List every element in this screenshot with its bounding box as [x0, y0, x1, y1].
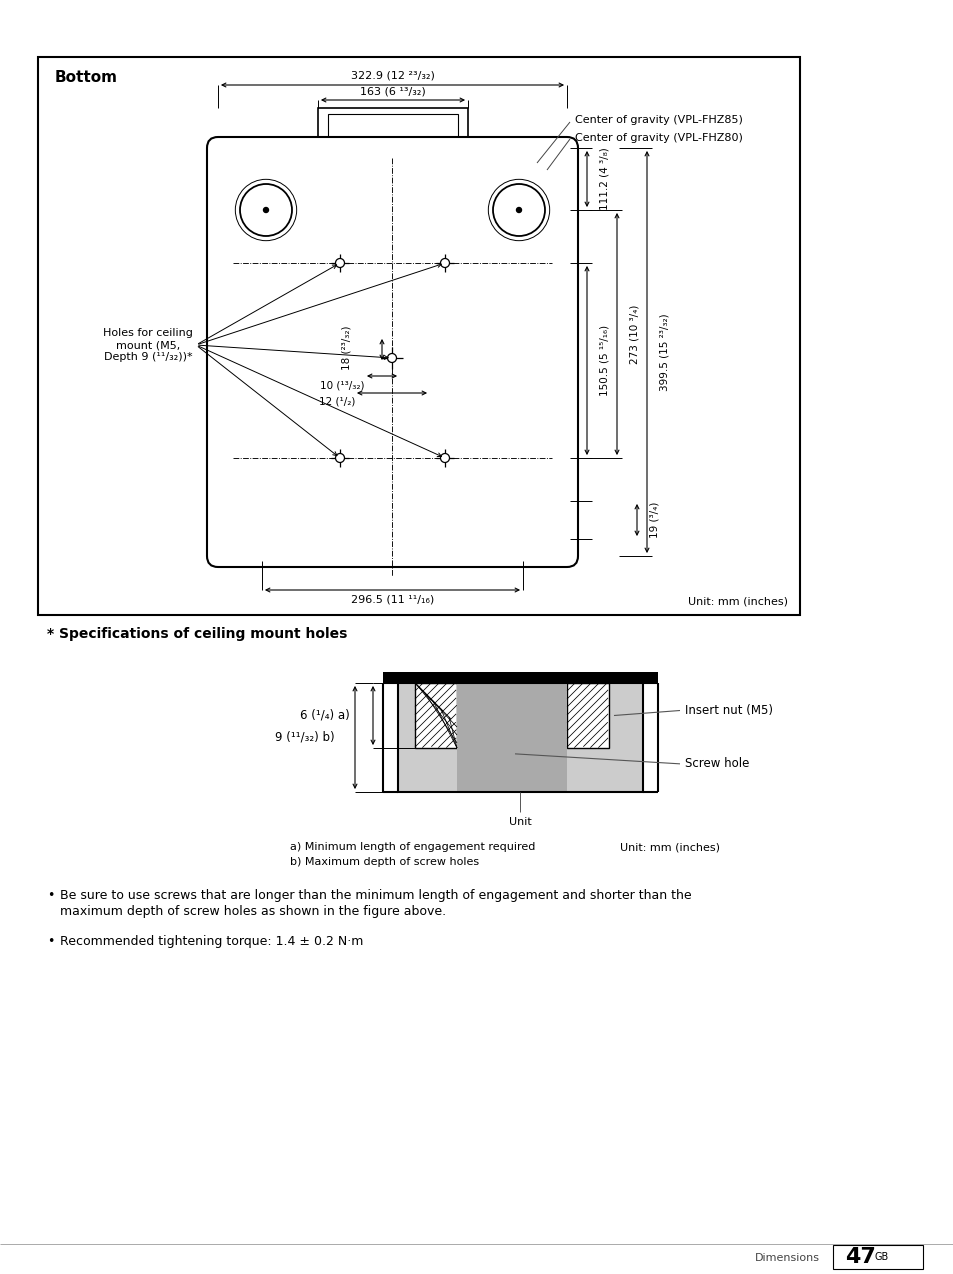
Circle shape: [440, 259, 449, 268]
Bar: [328, 113, 457, 141]
Circle shape: [240, 183, 292, 236]
Text: Be sure to use screws that are longer than the minimum length of engagement and : Be sure to use screws that are longer th…: [60, 888, 691, 902]
Text: 19 (³/₄): 19 (³/₄): [649, 502, 659, 538]
Text: GB: GB: [874, 1252, 888, 1263]
Bar: [210, 334, 224, 369]
Text: 9 (¹¹/₃₂) b): 9 (¹¹/₃₂) b): [274, 731, 335, 744]
Circle shape: [335, 259, 344, 268]
Text: 296.5 (11 ¹¹/₁₆): 296.5 (11 ¹¹/₁₆): [351, 595, 434, 605]
Text: b) Maximum depth of screw holes: b) Maximum depth of screw holes: [290, 857, 478, 868]
Circle shape: [493, 183, 544, 236]
Text: Bottom: Bottom: [55, 70, 118, 85]
Text: Dimensions: Dimensions: [754, 1254, 820, 1263]
Text: Screw hole: Screw hole: [684, 757, 749, 771]
Text: Recommended tightening torque: 1.4 ± 0.2 N·m: Recommended tightening torque: 1.4 ± 0.2…: [60, 935, 363, 948]
Text: 111.2 (4 ³/₈): 111.2 (4 ³/₈): [599, 148, 609, 210]
Text: a) Minimum length of engagement required: a) Minimum length of engagement required: [290, 842, 535, 852]
Text: Holes for ceiling
mount (M5,
Depth 9 (¹¹/₃₂))*: Holes for ceiling mount (M5, Depth 9 (¹¹…: [103, 329, 193, 362]
Text: Insert nut (M5): Insert nut (M5): [684, 705, 772, 717]
Bar: [397, 683, 642, 792]
Bar: [832, 1245, 923, 1269]
FancyBboxPatch shape: [207, 138, 578, 567]
Text: 18 (²³/₃₂): 18 (²³/₃₂): [341, 326, 352, 371]
Text: 47: 47: [844, 1247, 875, 1268]
Bar: [397, 683, 642, 792]
Text: 10 (¹³/₃₂): 10 (¹³/₃₂): [319, 381, 364, 391]
Text: 163 (6 ¹³/₃₂): 163 (6 ¹³/₃₂): [359, 87, 425, 96]
Text: 150.5 (5 ¹⁵/₁₆): 150.5 (5 ¹⁵/₁₆): [599, 325, 609, 396]
Text: * Specifications of ceiling mount holes: * Specifications of ceiling mount holes: [47, 627, 347, 641]
Circle shape: [263, 208, 268, 213]
Circle shape: [516, 208, 521, 213]
Circle shape: [335, 454, 344, 462]
Circle shape: [387, 353, 396, 363]
Text: 12 (¹/₂): 12 (¹/₂): [318, 397, 355, 406]
Text: 322.9 (12 ²³/₃₂): 322.9 (12 ²³/₃₂): [350, 71, 434, 82]
Bar: [382, 671, 658, 683]
Bar: [566, 683, 608, 748]
Bar: [262, 501, 522, 539]
Bar: [38, 57, 800, 615]
Text: Unit: mm (inches): Unit: mm (inches): [619, 842, 720, 852]
Circle shape: [440, 454, 449, 462]
Text: Unit: Unit: [508, 817, 531, 827]
Text: •: •: [47, 935, 54, 948]
Text: 6 (¹/₄) a): 6 (¹/₄) a): [300, 710, 350, 722]
Text: 399.5 (15 ²³/₃₂): 399.5 (15 ²³/₃₂): [659, 313, 669, 391]
Text: Center of gravity (VPL-FHZ85): Center of gravity (VPL-FHZ85): [575, 115, 742, 125]
Text: •: •: [47, 888, 54, 902]
Circle shape: [488, 180, 549, 241]
Text: 273 (10 ³/₄): 273 (10 ³/₄): [629, 304, 639, 363]
Circle shape: [235, 180, 296, 241]
Text: Center of gravity (VPL-FHZ80): Center of gravity (VPL-FHZ80): [575, 132, 742, 143]
Text: maximum depth of screw holes as shown in the figure above.: maximum depth of screw holes as shown in…: [60, 906, 446, 919]
Text: Unit: mm (inches): Unit: mm (inches): [687, 598, 787, 606]
Bar: [317, 108, 468, 148]
Bar: [456, 683, 566, 792]
Bar: [415, 683, 456, 748]
